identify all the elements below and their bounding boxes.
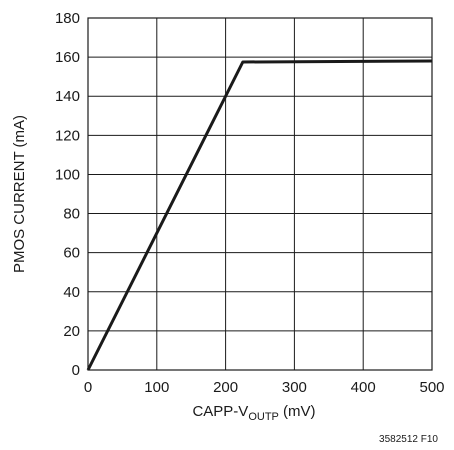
x-tick-label: 100: [144, 379, 169, 396]
series-line-0: [86, 59, 433, 371]
figure-code: 3582512 F10: [379, 434, 438, 445]
data-series: [86, 59, 433, 371]
x-tick-label: 300: [282, 379, 307, 396]
y-tick-label: 40: [63, 284, 80, 301]
y-axis-label: PMOS CURRENT (mA): [11, 115, 28, 273]
y-tick-labels: 0 20 40 60 80 100 120 140 160 180: [55, 10, 80, 379]
x-axis-label-subscript: OUTP: [248, 411, 279, 423]
x-axis-label: CAPP-VOUTP (mV): [192, 403, 315, 423]
y-tick-label: 60: [63, 245, 80, 262]
x-tick-label: 400: [351, 379, 376, 396]
x-tick-label: 0: [84, 379, 92, 396]
x-tick-label: 500: [419, 379, 444, 396]
y-tick-label: 140: [55, 88, 80, 105]
y-tick-label: 20: [63, 323, 80, 340]
x-tick-labels: 0 100 200 300 400 500: [84, 379, 445, 396]
x-axis-label-suffix: (mV): [279, 403, 316, 420]
x-axis-label-main: CAPP-V: [192, 403, 248, 420]
grid: [87, 17, 433, 371]
y-tick-label: 100: [55, 166, 80, 183]
y-tick-label: 180: [55, 10, 80, 27]
y-tick-label: 120: [55, 127, 80, 144]
x-tick-label: 200: [213, 379, 238, 396]
plot-frame: [87, 17, 433, 371]
y-tick-label: 80: [63, 206, 80, 223]
y-tick-label: 160: [55, 49, 80, 66]
y-tick-label: 0: [72, 362, 80, 379]
